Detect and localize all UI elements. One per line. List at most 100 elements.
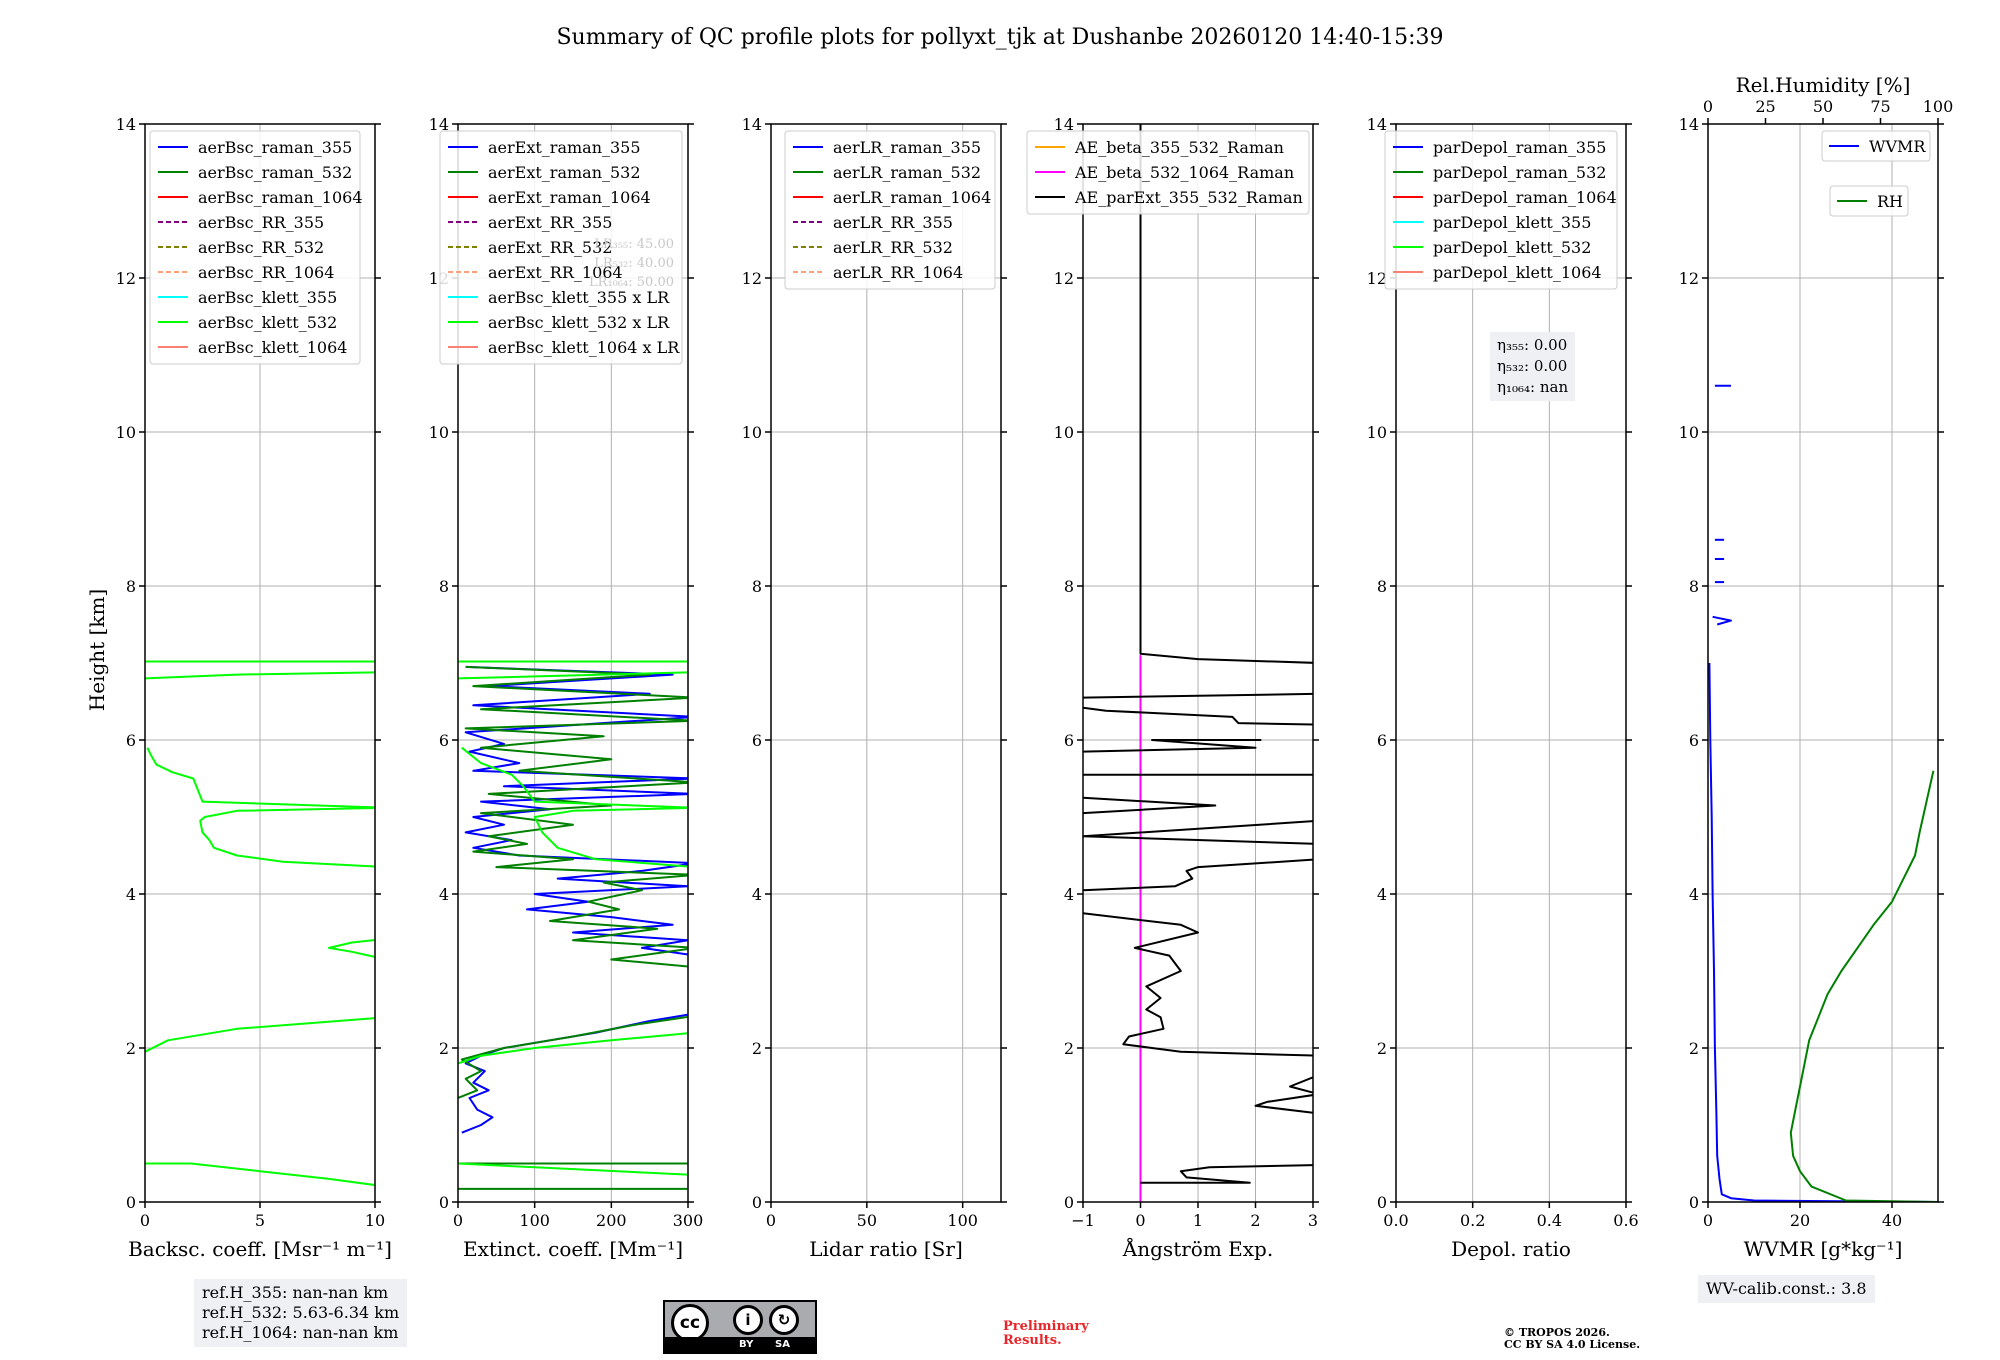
y-tick-label: 8 [439, 577, 449, 596]
series-AE_parExt_355_532_Raman [1083, 796, 1217, 815]
y-tick-label: 0 [752, 1193, 762, 1212]
series-RH [1789, 770, 1938, 1202]
y-tick-label: 6 [439, 731, 449, 750]
preliminary-note: Preliminary Results. [1003, 1320, 1089, 1348]
series-aerExt_raman_355 [464, 665, 688, 956]
y-tick-label: 0 [1689, 1193, 1699, 1212]
y-tick-label: 2 [752, 1039, 762, 1058]
series-group-wv [1708, 384, 1938, 1202]
x-tick-label: 40 [1882, 1211, 1902, 1230]
top-axis-label: Rel.Humidity [%] [1736, 73, 1911, 97]
x-tick-label: 0 [1135, 1211, 1145, 1230]
y-tick-label: 0 [1064, 1193, 1074, 1212]
x-tick-label: 300 [673, 1211, 704, 1230]
legend-label: aerBsc_RR_1064 [198, 263, 334, 282]
legend-label: aerExt_raman_532 [488, 163, 641, 182]
legend-label: aerExt_raman_1064 [488, 188, 651, 207]
y-tick-label: 2 [1377, 1039, 1387, 1058]
legend-label: aerLR_RR_1064 [833, 263, 963, 282]
x-axis-label: Extinct. coeff. [Mm⁻¹] [463, 1237, 683, 1261]
legend-box [1384, 130, 1618, 290]
legend-label: aerExt_raman_355 [488, 138, 641, 157]
y-tick-label: 4 [439, 885, 449, 904]
legend-label: aerLR_raman_532 [833, 163, 981, 182]
series-AE_parExt_355_532_Raman [1083, 706, 1313, 726]
legend-label: AE_beta_532_1064_Raman [1074, 163, 1294, 182]
x-axis-label: Depol. ratio [1451, 1237, 1571, 1261]
x-tick-label: 0.6 [1613, 1211, 1638, 1230]
lr-annotation: LR₁₀₆₄: 50.00 [589, 275, 674, 290]
y-tick-label: 4 [1689, 885, 1699, 904]
legend-label: aerExt_RR_532 [488, 238, 612, 257]
x-axis-label: Lidar ratio [Sr] [809, 1237, 963, 1261]
legend-label: aerBsc_klett_532 [198, 313, 337, 332]
panel-bsc: 0 5 10 0 2 4 6 8 10 12 14 Backsc. coeff. [Msr⁻¹ m⁻¹… [116, 115, 392, 1261]
legend-box [1829, 185, 1909, 217]
y-tick-label: 2 [1689, 1039, 1699, 1058]
y-tick-label: 0 [439, 1193, 449, 1212]
series-aerExt_raman_532 [458, 1015, 688, 1099]
copyright-line-2: CC BY SA 4.0 License. [1504, 1338, 1641, 1351]
x-tick-label: 0.0 [1383, 1211, 1408, 1230]
x-tick-label: 0.2 [1460, 1211, 1485, 1230]
y-tick-label: 10 [742, 423, 762, 442]
series-aerBsc_klett_532 x LR [461, 746, 688, 868]
y-tick-label: 4 [1064, 885, 1074, 904]
series-aerBsc_klett_532 [145, 1162, 375, 1187]
legend-box [784, 130, 996, 290]
wv-calib-box: WV-calib.const.: 3.8 [1698, 1275, 1875, 1303]
lr-annotation: LR₃₅₅: 45.00 [594, 237, 674, 252]
series-aerBsc_klett_532 x LR [458, 671, 688, 680]
copyright-note: © TROPOS 2026. CC BY SA 4.0 License. [1504, 1327, 1640, 1351]
x-axis-label: WVMR [g*kg⁻¹] [1744, 1237, 1903, 1261]
series-aerBsc_klett_532 x LR [458, 1162, 688, 1176]
y-tick-label: 4 [752, 885, 762, 904]
legend-box [149, 130, 361, 365]
ref-height-532: ref.H_532: 5.63-6.34 km [202, 1303, 400, 1322]
y-tick-label: 8 [752, 577, 762, 596]
y-tick-label: 0 [126, 1193, 136, 1212]
legend-label: aerBsc_RR_532 [198, 238, 324, 257]
axes-frame [1395, 123, 1627, 1203]
eta-1064: η₁₀₆₄: nan [1497, 378, 1569, 396]
legend-label: aerLR_RR_532 [833, 238, 953, 257]
legend-label: aerLR_RR_355 [833, 213, 953, 232]
y-tick-label: 12 [116, 269, 136, 288]
x-tick-label: 50 [857, 1211, 877, 1230]
legend-label: aerLR_raman_1064 [833, 188, 991, 207]
legend-label: parDepol_raman_532 [1433, 163, 1606, 182]
y-tick-label: 6 [1689, 731, 1699, 750]
y-tick-label: 10 [1679, 423, 1699, 442]
series-AE_parExt_355_532_Raman [1139, 124, 1313, 664]
legend-label: parDepol_raman_1064 [1433, 188, 1617, 207]
y-tick-label: 4 [126, 885, 136, 904]
figure-title: Summary of QC profile plots for pollyxt_… [556, 25, 1443, 50]
y-tick-label: 12 [1679, 269, 1699, 288]
x-tick-label: 10 [365, 1211, 385, 1230]
series-AE_parExt_355_532_Raman [1083, 858, 1313, 892]
legend-label: AE_parExt_355_532_Raman [1074, 188, 1303, 207]
y-tick-label: 6 [1064, 731, 1074, 750]
y-tick-label: 6 [126, 731, 136, 750]
lr-annotation: LR₅₃₂: 40.00 [594, 256, 674, 271]
y-tick-label: 10 [429, 423, 449, 442]
panel-depol: 0.0 0.2 0.4 0.6 0 2 4 6 8 10 12 14 Depol. ratio parDe… [1367, 115, 1639, 1261]
y-tick-label: 10 [1054, 423, 1074, 442]
attribution-icon: i [733, 1305, 763, 1335]
eta-532: η₅₃₂: 0.00 [1497, 357, 1568, 375]
cc-license-badge: cc i ↻ BY SA [663, 1300, 817, 1354]
cc-badge-bar [665, 1337, 815, 1352]
legend-label: aerLR_raman_355 [833, 138, 981, 157]
top-x-tick-label: 50 [1813, 97, 1833, 116]
series-aerExt_raman_532 [464, 665, 688, 968]
x-tick-label: 5 [255, 1211, 265, 1230]
series-WVMR [1708, 662, 1938, 1202]
series-AE_parExt_355_532_Raman [1140, 1164, 1313, 1184]
axes-frame [1707, 123, 1939, 1203]
top-x-tick-label: 0 [1703, 97, 1713, 116]
legend-label: WVMR [1869, 137, 1926, 156]
legend-label: parDepol_raman_355 [1433, 138, 1606, 157]
x-axis-label: Backsc. coeff. [Msr⁻¹ m⁻¹] [128, 1237, 392, 1261]
